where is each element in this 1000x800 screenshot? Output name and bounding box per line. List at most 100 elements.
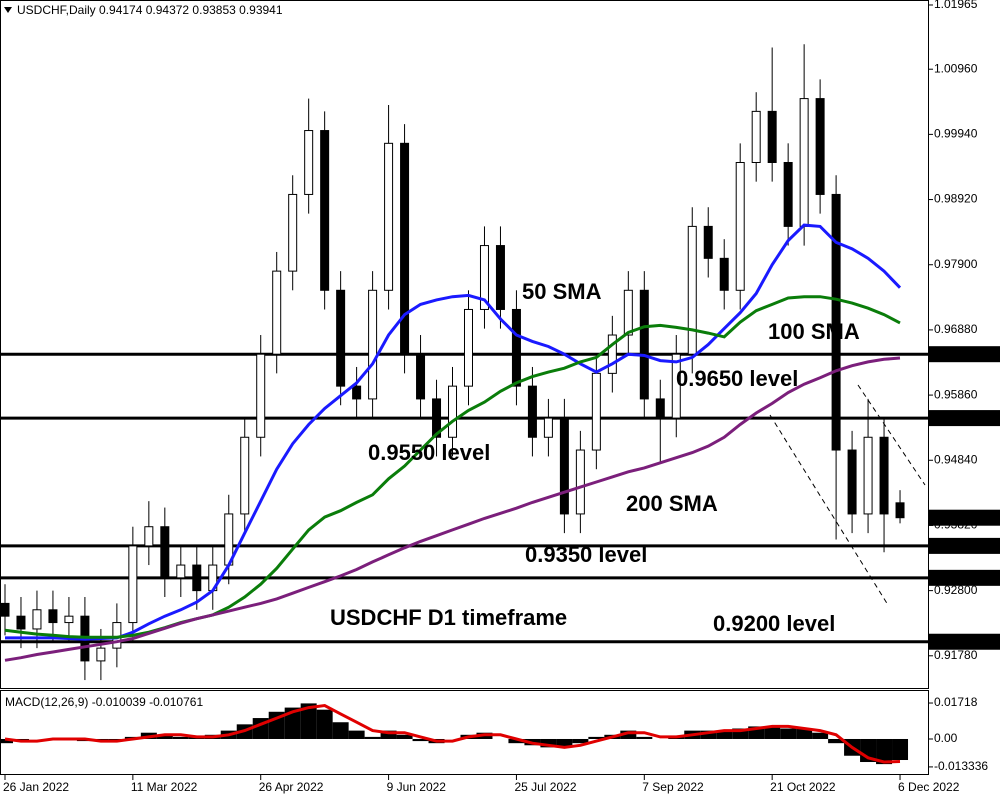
menu-triangle [4,7,12,13]
candle-body [831,193,841,451]
y-tick-label: 0.92800 [934,583,978,597]
annotation: 0.9650 level [676,366,798,391]
candle-body [16,615,26,630]
y-tick-label: 1.00960 [934,61,978,75]
y-tick-label: 1.01965 [934,0,978,11]
histogram-bar [412,738,429,742]
candle-body [368,289,378,400]
histogram-bar [556,738,573,748]
candle-body [511,308,521,387]
x-tick-label: 7 Sep 2022 [642,780,704,794]
histogram-bar [348,730,365,739]
histogram-bar [156,734,173,739]
candle-body [128,545,138,624]
y-tick-label: 0.98920 [934,192,978,206]
histogram-bar [380,730,397,739]
histogram-bar [588,736,605,739]
candle-body [735,161,745,291]
candle-body [591,372,601,451]
candle-body [783,161,793,227]
price-tag [929,509,1000,526]
candle-body [384,142,394,291]
candle-body [240,436,250,515]
candle-body [479,245,489,310]
price-tag-label: 0.93941 [934,510,978,524]
candle-body [863,436,873,515]
histogram-bar [284,707,301,739]
y-tick-label: 0.95860 [934,387,978,401]
candle-body [304,130,314,195]
candle-body [527,385,537,438]
level-tag-label: 0.93500 [934,538,978,552]
level-tag-label: 0.92000 [934,634,978,648]
histogram-bar [540,738,557,748]
histogram-bar [732,728,749,739]
y-tick-label: 0.99940 [934,127,978,141]
series-label: 100 SMA [768,319,860,344]
x-tick-label: 11 Mar 2022 [131,780,198,794]
candle-body [32,609,42,630]
histogram-bar [620,730,637,739]
macd-title: MACD(12,26,9) -0.010039 -0.010761 [5,695,203,709]
histogram-bar [892,738,909,761]
chart-title: USDCHF,Daily 0.94174 0.94372 0.93853 0.9… [17,3,283,17]
histogram-bar [796,728,813,739]
candle-body [575,449,585,515]
candle-body [176,564,186,579]
candle-body [719,257,729,291]
candle-body [847,449,857,515]
candle-body [64,615,74,624]
sma-line [4,356,901,662]
y-tick-label: 0.91780 [934,648,978,662]
histogram-bar [508,738,525,744]
annotation: 0.9350 level [525,542,647,567]
candle-body [799,98,809,227]
annotation: USDCHF D1 timeframe [330,605,567,630]
candle-body [655,398,665,419]
series-label: 50 SMA [522,279,602,304]
level-tag [929,633,1000,650]
level-tag-label: 0.95500 [934,410,978,424]
x-tick-label: 9 Jun 2022 [387,780,447,794]
candle-body [192,564,202,592]
x-tick-label: 6 Dec 2022 [898,780,960,794]
x-tick-label: 26 Jan 2022 [3,780,69,794]
annotation: 0.9550 level [368,440,490,465]
histogram-bar [300,703,317,739]
candle-body [0,602,10,617]
histogram-bar [700,730,717,739]
level-tag [929,410,1000,427]
candle-body [432,398,442,438]
candle-body [448,385,458,438]
level-tag [929,569,1000,586]
candle-body [815,98,825,195]
histogram-bar [172,736,189,739]
candle-body [288,193,298,272]
candle-body [495,245,505,310]
sma-line [5,223,902,641]
level-tag-label: 0.93000 [934,570,978,584]
candle-body [416,353,426,400]
candle-body [639,289,649,400]
histogram-bar [636,736,653,739]
x-tick-label: 25 Jul 2022 [514,780,576,794]
candle-body [272,270,282,355]
candle-body [400,142,410,355]
histogram-bar [780,728,797,739]
trend-line [857,384,926,486]
candle-body [256,353,266,438]
candle-body [879,436,889,515]
x-tick-label: 26 Apr 2022 [259,780,324,794]
candle-body [144,526,154,547]
histogram-bar [316,709,333,739]
candle-body [463,308,473,387]
histogram-bar [812,732,829,739]
candle-body [623,289,633,336]
candle-body [895,502,905,519]
level-tag [929,346,1000,363]
candle-body [671,353,681,419]
y-tick-label: -0.013336 [934,759,988,773]
series-label: 200 SMA [626,491,718,516]
candle-body [751,110,761,163]
y-tick-label: 0.94840 [934,452,978,466]
